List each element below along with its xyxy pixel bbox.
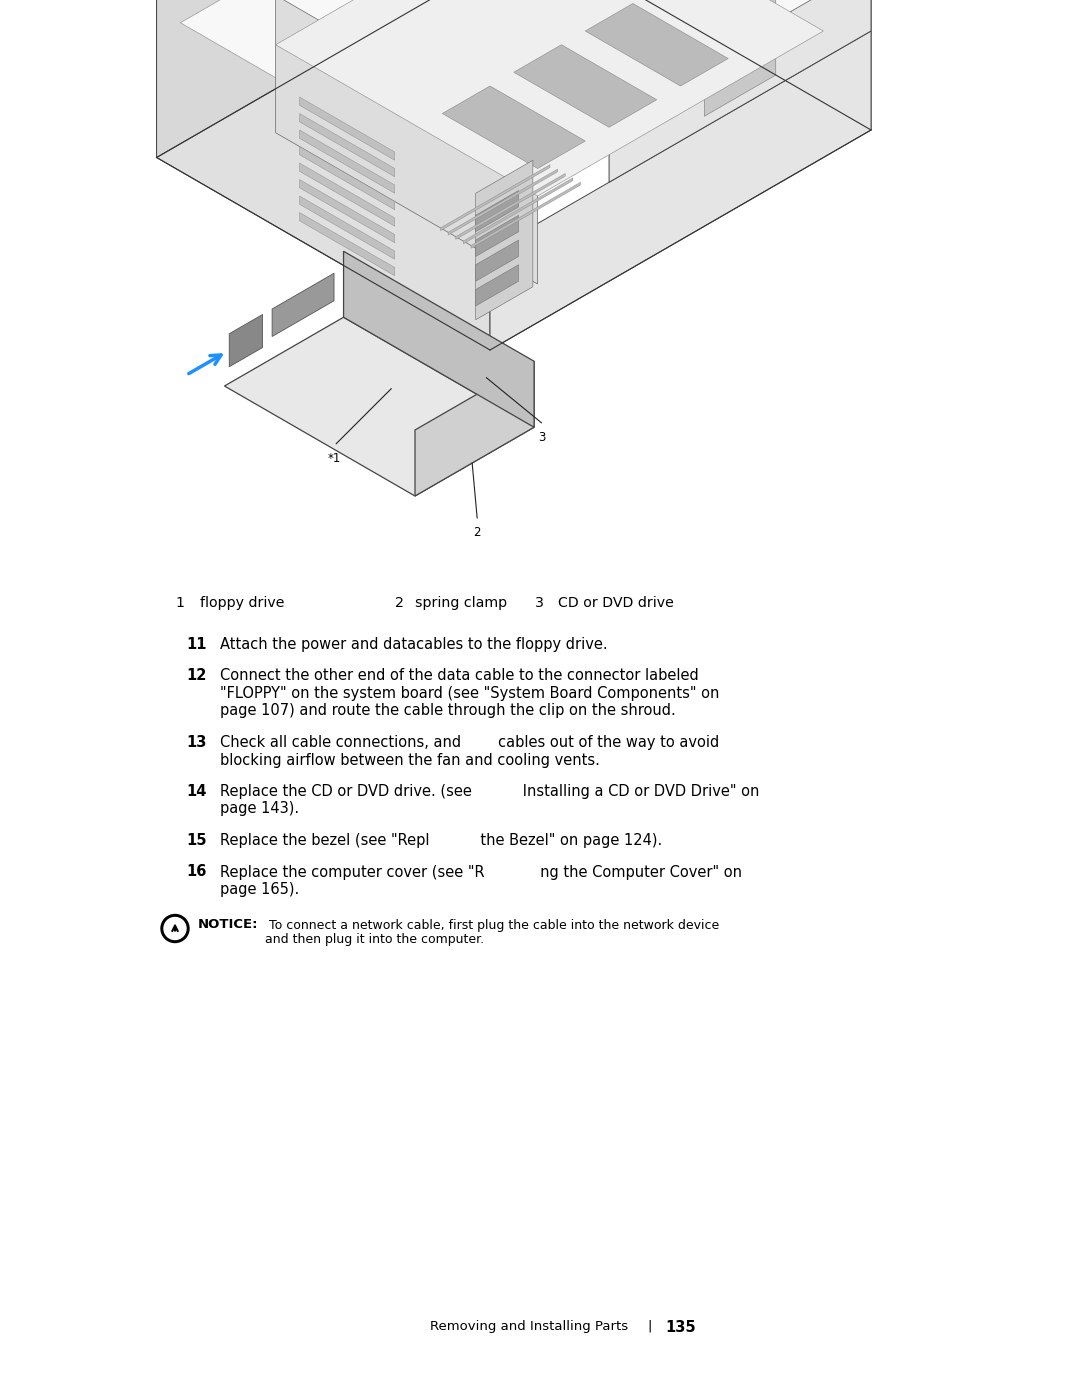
Text: blocking airflow between the fan and cooling vents.: blocking airflow between the fan and coo… bbox=[220, 753, 599, 767]
Text: page 165).: page 165). bbox=[220, 882, 299, 897]
Polygon shape bbox=[299, 130, 395, 193]
Polygon shape bbox=[415, 362, 535, 496]
Text: Connect the other end of the data cable to the connector labeled: Connect the other end of the data cable … bbox=[220, 669, 699, 683]
Polygon shape bbox=[585, 4, 728, 87]
Text: "FLOPPY" on the system board (see "System Board Components" on: "FLOPPY" on the system board (see "Syste… bbox=[220, 686, 719, 701]
Polygon shape bbox=[471, 182, 580, 249]
Polygon shape bbox=[229, 314, 262, 367]
Polygon shape bbox=[490, 31, 872, 351]
Text: 1: 1 bbox=[175, 597, 184, 610]
Polygon shape bbox=[225, 317, 535, 496]
Polygon shape bbox=[299, 196, 395, 260]
Text: Removing and Installing Parts: Removing and Installing Parts bbox=[430, 1320, 629, 1333]
Polygon shape bbox=[299, 212, 395, 275]
Text: 15: 15 bbox=[187, 833, 207, 848]
Text: NOTICE:: NOTICE: bbox=[198, 918, 258, 932]
Text: Replace the CD or DVD drive. (see           Installing a CD or DVD Drive" on: Replace the CD or DVD drive. (see Instal… bbox=[220, 784, 759, 799]
Polygon shape bbox=[441, 165, 550, 231]
Text: floppy drive: floppy drive bbox=[200, 597, 284, 610]
Polygon shape bbox=[157, 0, 490, 351]
Polygon shape bbox=[299, 163, 395, 226]
Polygon shape bbox=[343, 251, 535, 427]
Text: To connect a network cable, first plug the cable into the network device: To connect a network cable, first plug t… bbox=[265, 918, 719, 932]
Text: 3: 3 bbox=[535, 597, 544, 610]
Polygon shape bbox=[299, 147, 395, 210]
Text: page 107) and route the cable through the clip on the shroud.: page 107) and route the cable through th… bbox=[220, 704, 676, 718]
Text: |: | bbox=[648, 1320, 652, 1333]
Text: 2: 2 bbox=[395, 597, 404, 610]
Text: CD or DVD drive: CD or DVD drive bbox=[558, 597, 674, 610]
Polygon shape bbox=[538, 0, 872, 130]
Text: 16: 16 bbox=[187, 865, 207, 880]
Polygon shape bbox=[299, 113, 395, 177]
Text: *1: *1 bbox=[327, 451, 341, 465]
Polygon shape bbox=[475, 190, 518, 232]
Text: 11: 11 bbox=[187, 637, 207, 652]
Polygon shape bbox=[704, 0, 775, 116]
Polygon shape bbox=[157, 0, 872, 184]
Polygon shape bbox=[463, 177, 572, 244]
Text: Attach the power and data​cables to the floppy drive.: Attach the power and data​cables to the … bbox=[220, 637, 608, 652]
Text: 12: 12 bbox=[187, 669, 207, 683]
Polygon shape bbox=[605, 0, 676, 59]
Polygon shape bbox=[443, 87, 585, 169]
Text: and then plug it into the computer.: and then plug it into the computer. bbox=[265, 933, 484, 946]
Text: page 143).: page 143). bbox=[220, 802, 299, 816]
Text: 14: 14 bbox=[187, 784, 207, 799]
Text: 3: 3 bbox=[538, 430, 545, 444]
Polygon shape bbox=[299, 96, 395, 161]
Polygon shape bbox=[609, 0, 872, 182]
Text: 2: 2 bbox=[473, 527, 481, 539]
Polygon shape bbox=[448, 169, 557, 235]
Polygon shape bbox=[514, 45, 657, 127]
Polygon shape bbox=[275, 0, 823, 196]
Text: Check all cable connections, and        cables out of the way to avoid: Check all cable connections, and cables … bbox=[220, 735, 719, 750]
Polygon shape bbox=[475, 161, 532, 320]
Polygon shape bbox=[671, 0, 742, 96]
Polygon shape bbox=[571, 0, 643, 39]
Polygon shape bbox=[475, 240, 518, 281]
Polygon shape bbox=[637, 0, 710, 78]
Text: Replace the computer cover (see "R            ng the Computer Cover" on: Replace the computer cover (see "R ng th… bbox=[220, 865, 742, 880]
Polygon shape bbox=[475, 265, 518, 306]
Text: 135: 135 bbox=[665, 1320, 696, 1336]
Circle shape bbox=[161, 915, 189, 943]
Circle shape bbox=[164, 918, 186, 940]
Polygon shape bbox=[272, 274, 334, 337]
Polygon shape bbox=[475, 215, 518, 257]
Text: Replace the bezel (see "Repl           the Bezel" on page 124).: Replace the bezel (see "Repl the Bezel" … bbox=[220, 833, 662, 848]
Text: 13: 13 bbox=[187, 735, 207, 750]
Text: spring clamp: spring clamp bbox=[415, 597, 508, 610]
Polygon shape bbox=[180, 0, 833, 193]
Polygon shape bbox=[275, 0, 538, 284]
Polygon shape bbox=[456, 173, 565, 239]
Polygon shape bbox=[299, 179, 395, 243]
Polygon shape bbox=[157, 0, 538, 158]
